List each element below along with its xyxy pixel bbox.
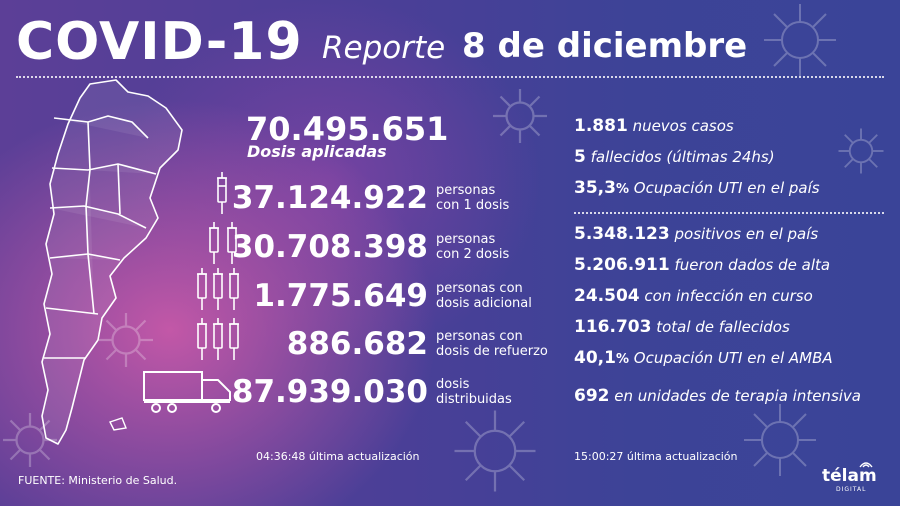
virus-decoration-icon bbox=[454, 410, 536, 492]
header-divider bbox=[16, 76, 884, 78]
dose-row-value: 87.939.030 bbox=[231, 374, 428, 410]
cases-update-time: 15:00:27 última actualización bbox=[574, 450, 738, 463]
syringe-icon bbox=[197, 318, 239, 360]
truck-icon bbox=[143, 371, 231, 413]
dose-row-label: personas con 1 dosis bbox=[436, 183, 510, 213]
virus-decoration-icon bbox=[838, 128, 884, 174]
telam-logo: télam bbox=[822, 466, 877, 486]
stat-icu-country: 35,3% Ocupación UTI en el país bbox=[574, 178, 820, 198]
syringe-icon bbox=[209, 222, 237, 264]
stat-deaths-24h: 5 fallecidos (últimas 24hs) bbox=[574, 147, 775, 167]
syringe-icon bbox=[217, 172, 227, 214]
virus-decoration-icon bbox=[493, 89, 547, 143]
dose-row-label: dosis distribuidas bbox=[436, 377, 512, 407]
stat-active: 24.504 con infección en curso bbox=[574, 286, 813, 306]
telam-logo-subtitle: DIGITAL bbox=[836, 486, 867, 493]
dose-row-value: 1.775.649 bbox=[253, 278, 428, 314]
dose-row-label: personas con dosis adicional bbox=[436, 281, 532, 311]
dose-row-value: 886.682 bbox=[286, 326, 428, 362]
dose-row-value: 37.124.922 bbox=[231, 180, 428, 216]
stat-positives: 5.348.123 positivos en el país bbox=[574, 224, 819, 244]
page-title: COVID-19 bbox=[16, 12, 303, 72]
report-label: Reporte bbox=[322, 30, 446, 66]
total-doses-value: 70.495.651 bbox=[246, 110, 449, 148]
virus-decoration-icon bbox=[99, 313, 153, 367]
stat-discharged: 5.206.911 fueron dados de alta bbox=[574, 255, 831, 275]
source-note: FUENTE: Ministerio de Salud. bbox=[18, 474, 178, 487]
stat-icu-amba: 40,1% Ocupación UTI en el AMBA bbox=[574, 348, 833, 368]
virus-decoration-icon bbox=[744, 404, 816, 476]
signal-icon bbox=[859, 462, 873, 468]
report-date: 8 de diciembre bbox=[462, 26, 748, 66]
virus-decoration-icon bbox=[764, 4, 836, 76]
virus-decoration-icon bbox=[3, 413, 57, 467]
argentina-map-icon bbox=[41, 79, 183, 445]
dose-row-label: personas con 2 dosis bbox=[436, 232, 510, 262]
dose-row-value: 30.708.398 bbox=[231, 229, 428, 265]
vaccination-update-time: 04:36:48 última actualización bbox=[256, 450, 420, 463]
syringe-icon bbox=[197, 268, 239, 310]
dose-row-label: personas con dosis de refuerzo bbox=[436, 329, 548, 359]
total-doses-label: Dosis aplicadas bbox=[247, 142, 387, 161]
stat-icu-units: 692 en unidades de terapia intensiva bbox=[574, 386, 861, 406]
stat-total-deaths: 116.703 total de fallecidos bbox=[574, 317, 790, 337]
cases-divider bbox=[574, 212, 884, 214]
stat-new-cases: 1.881 nuevos casos bbox=[574, 116, 734, 136]
